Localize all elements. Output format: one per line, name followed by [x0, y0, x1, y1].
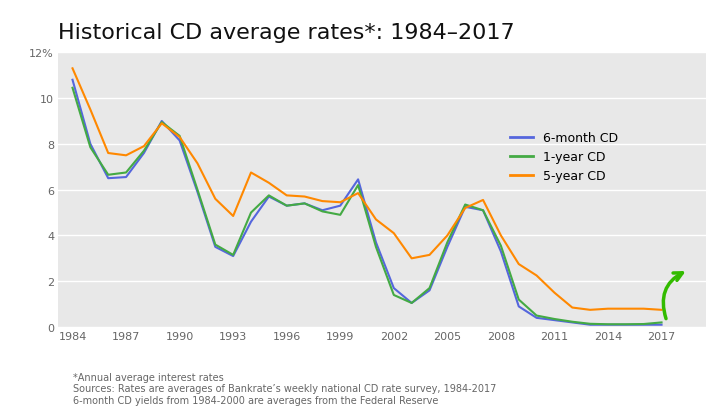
Legend: 6-month CD, 1-year CD, 5-year CD: 6-month CD, 1-year CD, 5-year CD — [505, 127, 622, 188]
Text: Historical CD average rates*: 1984–2017: Historical CD average rates*: 1984–2017 — [58, 23, 515, 43]
Text: *Annual average interest rates
Sources: Rates are averages of Bankrate’s weekly : *Annual average interest rates Sources: … — [73, 372, 496, 405]
